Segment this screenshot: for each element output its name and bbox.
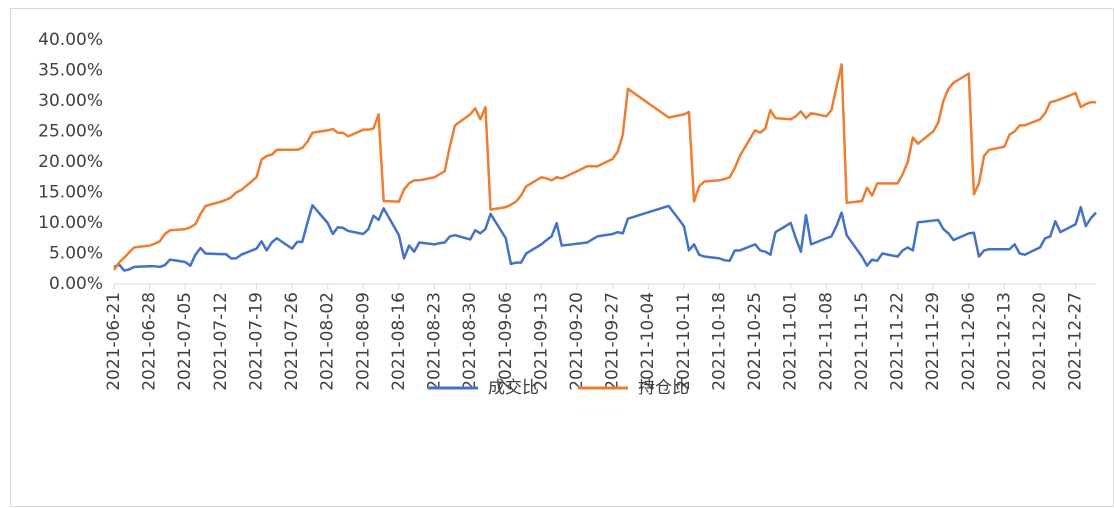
x-tick-label: 2021-08-23: [425, 292, 445, 391]
x-tick-label: 2021-07-05: [175, 292, 195, 391]
x-tick-label: 2021-07-19: [246, 292, 266, 391]
legend-label: 成交比: [488, 378, 539, 398]
y-tick-label: 25.00%: [38, 122, 103, 142]
x-tick-label: 2021-06-21: [104, 292, 124, 391]
x-tick-label: 2021-12-20: [1030, 292, 1050, 391]
y-tick-label: 10.00%: [38, 213, 103, 233]
y-tick-label: 40.00%: [38, 30, 103, 50]
x-tick-label: 2021-09-20: [567, 292, 587, 391]
x-tick-label: 2021-11-29: [923, 292, 943, 391]
x-tick-label: 2021-10-11: [674, 292, 694, 391]
x-tick-label: 2021-07-26: [282, 292, 302, 391]
x-tick-label: 2021-09-06: [496, 292, 516, 391]
y-tick-label: 30.00%: [38, 91, 103, 111]
x-tick-label: 2021-10-18: [709, 292, 729, 391]
x-tick-label: 2021-10-25: [745, 292, 765, 391]
x-tick-label: 2021-12-06: [959, 292, 979, 391]
y-tick-label: 5.00%: [49, 244, 103, 264]
x-tick-label: 2021-09-27: [603, 292, 623, 391]
x-tick-label: 2021-11-08: [816, 292, 836, 391]
chart-frame: [10, 8, 1114, 507]
y-tick-label: 15.00%: [38, 183, 103, 203]
y-tick-label: 0.00%: [49, 274, 103, 294]
x-tick-label: 2021-08-09: [353, 292, 373, 391]
x-tick-label: 2021-11-22: [888, 292, 908, 391]
x-tick-label: 2021-11-01: [781, 292, 801, 391]
series-line: [112, 63, 1096, 271]
x-tick-label: 2021-10-04: [638, 292, 658, 391]
series-line: [113, 204, 1097, 272]
y-tick-label: 35.00%: [38, 61, 103, 81]
legend-label: 持仓比: [638, 378, 689, 398]
x-tick-label: 2021-12-13: [994, 292, 1014, 391]
x-tick-label: 2021-11-15: [852, 292, 872, 391]
x-tick-label: 2021-06-28: [140, 292, 160, 391]
y-tick-label: 20.00%: [38, 152, 103, 172]
x-tick-label: 2021-08-02: [318, 292, 338, 391]
x-tick-label: 2021-08-30: [460, 292, 480, 391]
x-tick-label: 2021-08-16: [389, 292, 409, 391]
x-tick-label: 2021-09-13: [531, 292, 551, 391]
x-tick-label: 2021-07-12: [211, 292, 231, 391]
x-tick-label: 2021-12-27: [1066, 292, 1086, 391]
